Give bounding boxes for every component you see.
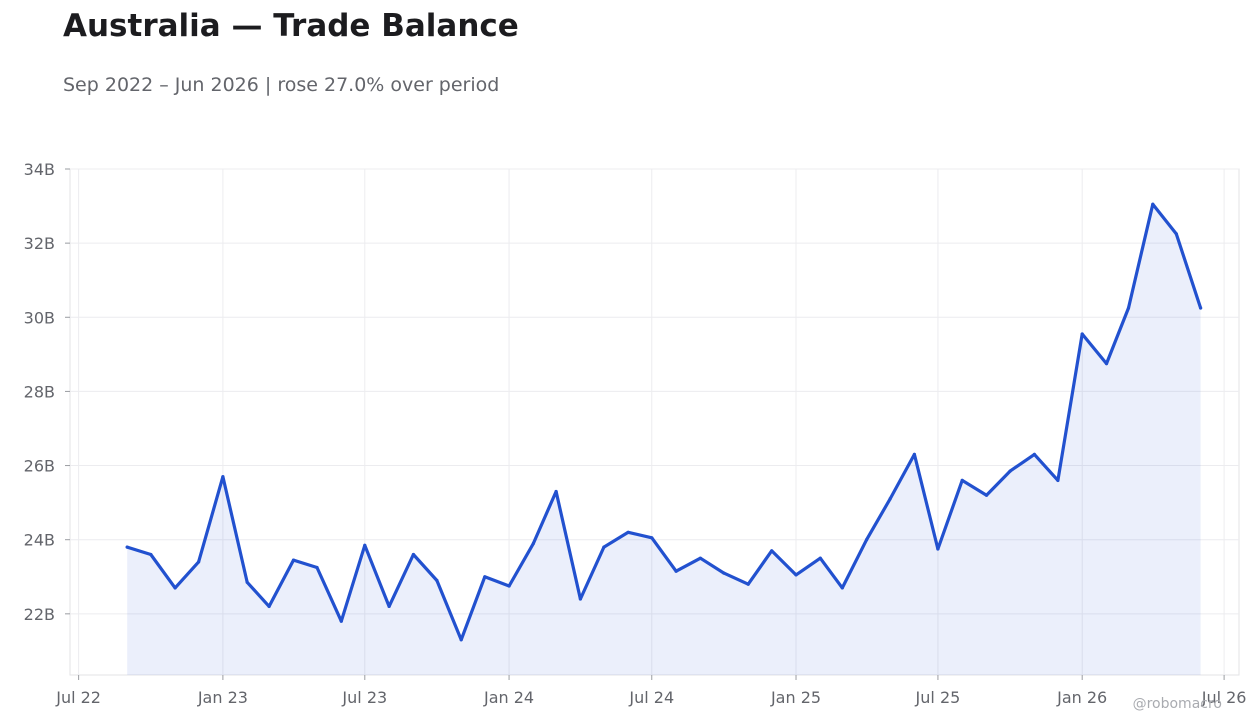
data-point	[770, 549, 774, 553]
data-point	[531, 541, 536, 546]
y-tick-label: 24B	[24, 531, 55, 550]
data-point	[840, 586, 844, 590]
data-point	[936, 547, 940, 551]
x-tick-label: Jul 25	[915, 688, 961, 707]
data-point	[1008, 469, 1012, 473]
data-point	[960, 478, 964, 482]
data-point	[483, 575, 487, 579]
data-point	[674, 569, 678, 573]
x-tick-label: Jul 23	[341, 688, 387, 707]
y-tick-label: 32B	[24, 234, 55, 253]
x-tick-label: Jan 24	[483, 688, 534, 707]
data-point	[459, 638, 463, 642]
series-area	[127, 204, 1201, 675]
series-line	[125, 202, 1203, 642]
data-point	[912, 452, 917, 456]
data-point	[626, 530, 630, 534]
data-point	[1126, 306, 1131, 310]
data-point	[1032, 452, 1036, 456]
data-point	[125, 545, 129, 549]
chart-title: Australia — Trade Balance	[63, 8, 519, 44]
x-tick-label: Jul 24	[628, 688, 674, 707]
data-point	[578, 597, 583, 601]
data-point	[435, 578, 439, 583]
x-tick-label: Jan 25	[770, 688, 821, 707]
data-point	[173, 586, 177, 590]
y-tick-label: 26B	[24, 457, 55, 476]
watermark: @robomacro	[1132, 696, 1222, 712]
data-point	[698, 556, 703, 560]
data-point	[221, 475, 225, 479]
data-point	[1174, 232, 1178, 236]
data-point	[387, 604, 391, 609]
data-point	[865, 538, 869, 542]
data-point	[315, 565, 319, 570]
data-point	[507, 584, 511, 588]
data-point	[984, 493, 989, 497]
data-point	[818, 556, 822, 560]
data-point	[363, 543, 367, 547]
y-tick-label: 28B	[24, 382, 55, 401]
y-tick-label: 34B	[24, 160, 55, 179]
data-point	[746, 582, 750, 586]
data-point	[1104, 362, 1109, 366]
data-point	[794, 573, 798, 577]
data-point	[1056, 478, 1060, 482]
data-point	[411, 552, 415, 557]
x-tick-label: Jul 22	[55, 688, 101, 707]
data-point	[1151, 202, 1155, 206]
y-tick-label: 30B	[24, 308, 55, 327]
data-point	[1199, 306, 1203, 310]
data-point	[722, 571, 726, 575]
data-point	[149, 552, 153, 557]
data-point	[1080, 332, 1084, 336]
data-point	[339, 619, 343, 623]
y-tick-label: 22B	[24, 605, 55, 624]
x-tick-label: Jul 26	[1201, 688, 1247, 707]
data-point	[267, 604, 271, 609]
data-point	[554, 489, 558, 494]
data-point	[197, 560, 201, 564]
data-point	[650, 536, 654, 540]
x-tick-label: Jan 23	[197, 688, 248, 707]
data-point	[602, 545, 606, 549]
chart-subtitle: Sep 2022 – Jun 2026 | rose 27.0% over pe…	[63, 74, 500, 96]
x-tick-label: Jan 26	[1056, 688, 1107, 707]
data-point	[291, 558, 296, 562]
data-point	[245, 580, 249, 584]
data-point	[888, 497, 892, 501]
